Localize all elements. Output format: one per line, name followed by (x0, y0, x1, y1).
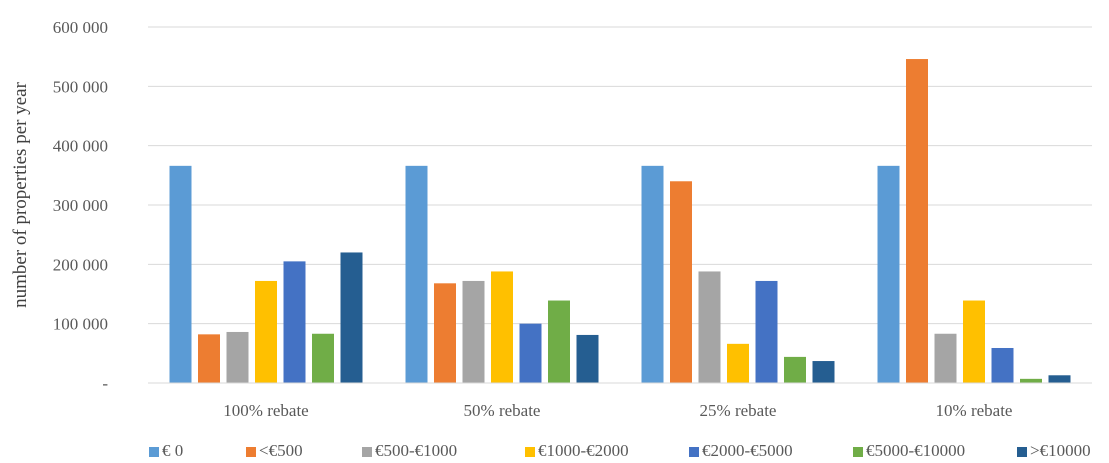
x-category-label: 50% rebate (464, 401, 541, 420)
legend-label: €5000-€10000 (866, 441, 965, 460)
bar (670, 181, 692, 383)
bar (226, 331, 249, 383)
x-category-label: 10% rebate (936, 401, 1013, 420)
legend-label: €2000-€5000 (702, 441, 793, 460)
x-axis-category-labels: 100% rebate 50% rebate 25% rebate 10% rebat… (223, 401, 1012, 420)
bar (340, 252, 363, 383)
legend-label: >€10000 (1030, 441, 1091, 460)
x-category-label: 100% rebate (223, 401, 308, 420)
y-tick-label: 500 000 (53, 77, 108, 96)
bar (198, 334, 220, 383)
legend-swatch (149, 447, 159, 457)
legend-swatch (689, 447, 699, 457)
y-tick-label: - (102, 374, 108, 393)
y-tick-label: 400 000 (53, 137, 108, 156)
bar (727, 343, 749, 383)
bar (491, 271, 513, 383)
y-axis-tick-labels: - 100 000 200 000 300 000 400 000 500 000 600 … (53, 18, 109, 393)
legend-swatch (362, 447, 372, 457)
legend-label: <€500 (259, 441, 303, 460)
bar (877, 165, 900, 383)
bar (934, 333, 957, 383)
bar (1048, 375, 1071, 383)
bar (698, 271, 721, 383)
bar (312, 333, 334, 383)
bar (548, 300, 570, 383)
bars (169, 59, 1071, 383)
bar (462, 280, 485, 383)
bar (1020, 378, 1042, 383)
legend-swatch (853, 447, 863, 457)
bar (283, 261, 306, 383)
legend: € 0 <€500 €500-€1000 €1000-€2000 €2000-€5000… (149, 441, 1091, 460)
legend-swatch (525, 447, 535, 457)
bar (963, 300, 985, 383)
bar (434, 283, 456, 383)
y-tick-label: 600 000 (53, 18, 108, 37)
bar (255, 280, 277, 383)
bar (906, 59, 928, 383)
bar (405, 165, 428, 383)
y-tick-label: 200 000 (53, 255, 108, 274)
bar (576, 334, 599, 383)
legend-swatch (1017, 447, 1027, 457)
bar (755, 280, 778, 383)
bar (812, 361, 835, 383)
y-tick-label: 300 000 (53, 196, 108, 215)
legend-label: €1000-€2000 (538, 441, 629, 460)
x-category-label: 25% rebate (700, 401, 777, 420)
bar (641, 165, 664, 383)
y-tick-label: 100 000 (53, 315, 108, 334)
bar (991, 347, 1014, 383)
legend-label: € 0 (162, 441, 183, 460)
bar (784, 356, 806, 383)
y-axis-title: number of properties per year (10, 81, 31, 307)
bar (169, 165, 192, 383)
legend-label: €500-€1000 (375, 441, 457, 460)
legend-swatch (246, 447, 256, 457)
bar (519, 323, 542, 383)
